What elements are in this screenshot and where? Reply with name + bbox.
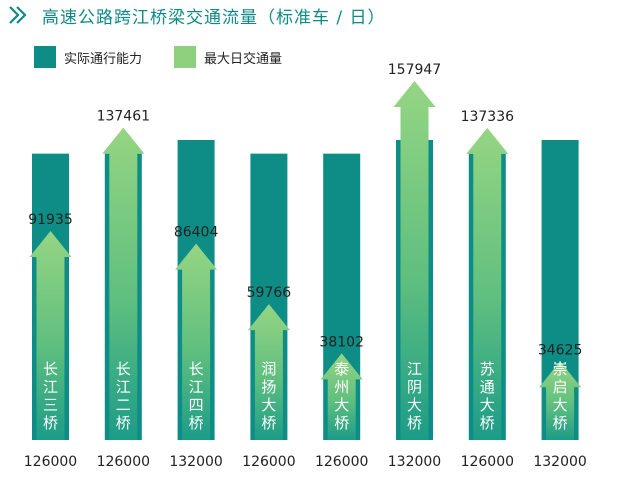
legend-label-capacity: 实际通行能力 (64, 51, 143, 67)
category-label: 长江四桥 (189, 360, 204, 432)
legend: 实际通行能力 最大日交通量 (34, 46, 314, 68)
max-flow-value-label: 38102 (319, 334, 364, 350)
chevron-arrow-icon (9, 6, 27, 24)
max-flow-arrow (393, 81, 436, 441)
max-flow-value-label: 86404 (174, 225, 219, 241)
legend-item-capacity: 实际通行能力 (34, 46, 142, 68)
category-label: 长江二桥 (116, 360, 131, 432)
capacity-value-label: 126000 (461, 454, 514, 470)
max-flow-value-label: 137336 (461, 109, 515, 125)
capacity-value-label: 126000 (315, 454, 368, 470)
max-flow-arrow (29, 231, 72, 440)
capacity-value-label: 126000 (97, 454, 150, 470)
max-flow-arrow (320, 353, 363, 440)
category-label: 长江三桥 (43, 360, 58, 432)
capacity-value-label: 126000 (24, 454, 77, 470)
max-flow-arrow (247, 304, 290, 440)
capacity-value-label: 132000 (169, 454, 222, 470)
legend-item-max-flow: 最大日交通量 (174, 46, 282, 68)
max-flow-value-label: 34625 (538, 342, 583, 358)
capacity-value-label: 126000 (242, 454, 295, 470)
capacity-value-label: 132000 (533, 454, 586, 470)
max-flow-value-label: 137461 (97, 109, 150, 125)
category-label: 润扬大桥 (261, 360, 276, 432)
title-row: 高速公路跨江桥梁交通流量（标准车 / 日） (8, 0, 386, 30)
max-flow-value-label: 91935 (28, 212, 73, 228)
category-label: 苏通大桥 (480, 360, 495, 432)
max-flow-value-label: 157947 (388, 62, 441, 78)
max-flow-arrow (539, 361, 582, 440)
category-label: 泰州大桥 (334, 360, 349, 432)
max-flow-value-label: 59766 (247, 285, 292, 301)
legend-swatch-max-flow (174, 46, 197, 68)
capacity-value-label: 132000 (388, 454, 441, 470)
max-flow-arrow (102, 127, 145, 441)
category-label: 江阴大桥 (407, 360, 422, 432)
legend-label-max-flow: 最大日交通量 (204, 51, 283, 67)
max-flow-arrow (175, 243, 218, 440)
legend-swatch-capacity (34, 46, 56, 68)
chart-title: 高速公路跨江桥梁交通流量（标准车 / 日） (42, 7, 386, 28)
category-label: 崇启大桥 (553, 360, 568, 432)
max-flow-arrow (466, 127, 509, 440)
